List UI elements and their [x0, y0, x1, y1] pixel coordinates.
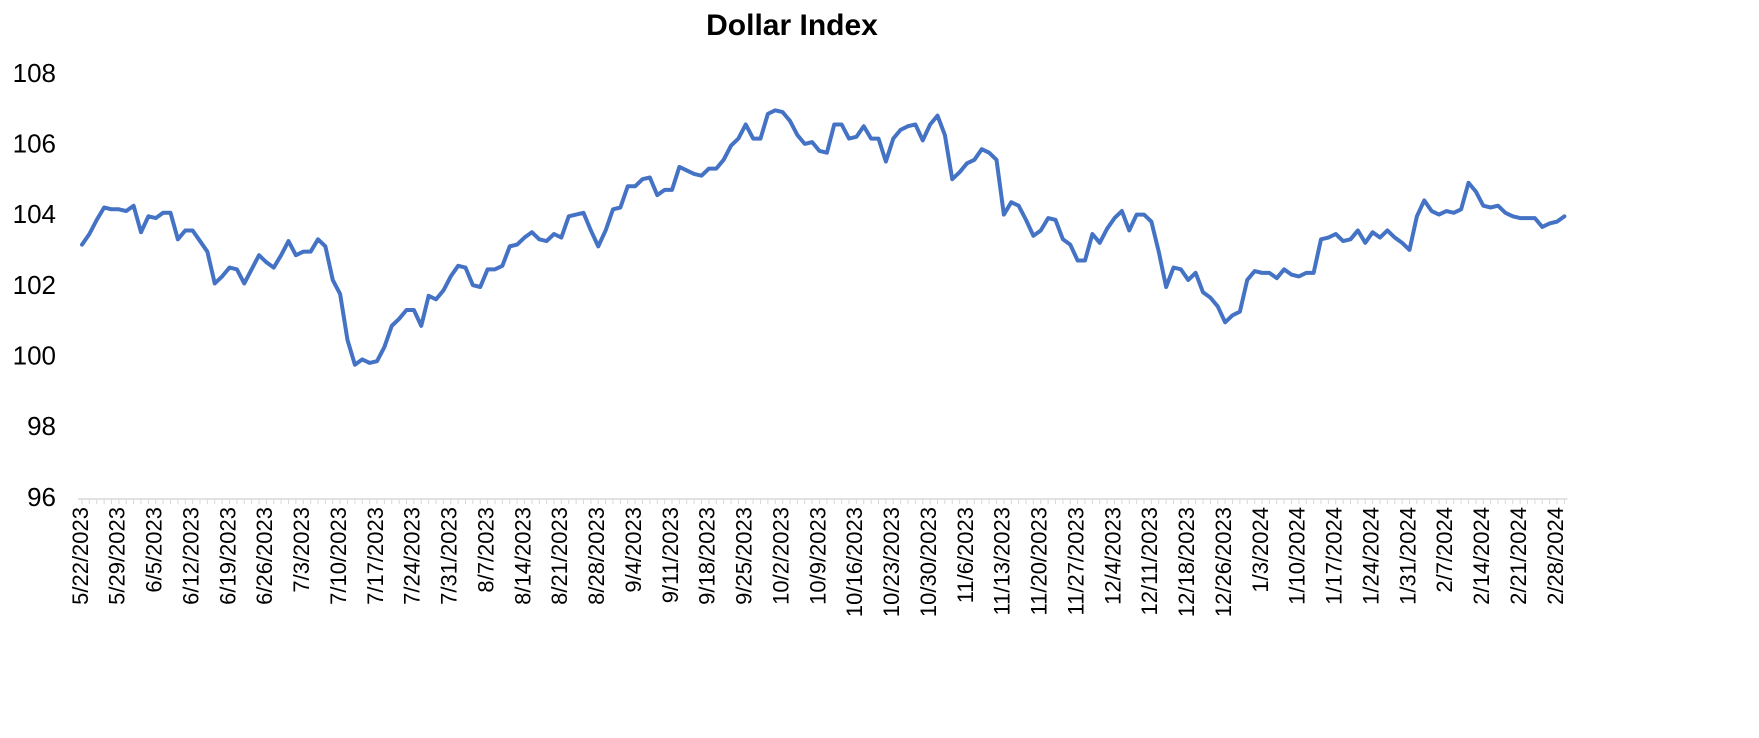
x-tick-label: 12/11/2023 — [1137, 507, 1162, 615]
x-tick-label: 5/22/2023 — [68, 507, 93, 605]
x-tick-label: 10/23/2023 — [879, 507, 904, 617]
y-tick-label: 100 — [13, 341, 56, 371]
x-tick-label: 6/5/2023 — [142, 507, 167, 593]
x-tick-label: 9/18/2023 — [695, 507, 720, 605]
x-tick-label: 10/16/2023 — [842, 507, 867, 617]
y-tick-label: 106 — [13, 129, 56, 159]
data-line — [80, 108, 1567, 367]
x-tick-label: 7/3/2023 — [289, 507, 314, 593]
x-tick-label: 10/9/2023 — [805, 507, 830, 605]
x-tick-label: 7/10/2023 — [326, 507, 351, 605]
x-tick-label: 7/24/2023 — [400, 507, 425, 605]
x-tick-label: 1/31/2024 — [1395, 507, 1420, 605]
x-tick-label: 10/30/2023 — [916, 507, 941, 617]
y-tick-label: 102 — [13, 270, 56, 300]
x-tick-label: 6/12/2023 — [178, 507, 203, 605]
x-tick-label: 2/21/2024 — [1506, 507, 1531, 605]
x-tick-label: 12/4/2023 — [1100, 507, 1125, 605]
x-tick-label: 11/27/2023 — [1063, 507, 1088, 615]
x-tick-label: 2/14/2024 — [1469, 507, 1494, 605]
y-tick-label: 108 — [13, 58, 56, 88]
x-tick-label: 6/26/2023 — [252, 507, 277, 605]
y-tick-label: 98 — [27, 411, 56, 441]
x-tick-label: 10/2/2023 — [768, 507, 793, 605]
x-tick-label: 7/31/2023 — [437, 507, 462, 605]
x-tick-label: 1/17/2024 — [1322, 507, 1347, 605]
x-tick-label: 8/28/2023 — [584, 507, 609, 605]
x-tick-label: 11/6/2023 — [953, 507, 978, 603]
y-tick-label: 96 — [27, 482, 56, 512]
x-tick-label: 8/21/2023 — [547, 507, 572, 605]
x-tick-label: 9/25/2023 — [732, 507, 757, 605]
x-tick-label: 11/13/2023 — [990, 507, 1015, 615]
x-tick-label: 8/14/2023 — [510, 507, 535, 605]
x-tick-label: 8/7/2023 — [473, 507, 498, 593]
x-tick-label: 9/4/2023 — [621, 507, 646, 593]
x-tick-label: 2/7/2024 — [1432, 507, 1457, 593]
y-tick-label: 104 — [13, 199, 56, 229]
x-tick-label: 1/24/2024 — [1358, 507, 1383, 605]
x-tick-label: 7/17/2023 — [363, 507, 388, 605]
x-tick-label: 11/20/2023 — [1027, 507, 1052, 615]
x-tick-label: 12/18/2023 — [1174, 507, 1199, 617]
x-tick-label: 5/29/2023 — [105, 507, 130, 605]
chart-title: Dollar Index — [706, 9, 878, 42]
x-tick-label: 9/11/2023 — [658, 507, 683, 603]
x-tick-label: 12/26/2023 — [1211, 507, 1236, 617]
x-tick-label: 2/28/2024 — [1543, 507, 1568, 605]
x-tick-label: 6/19/2023 — [215, 507, 240, 605]
x-tick-label: 1/3/2024 — [1248, 507, 1273, 593]
x-tick-label: 1/10/2024 — [1285, 507, 1310, 605]
